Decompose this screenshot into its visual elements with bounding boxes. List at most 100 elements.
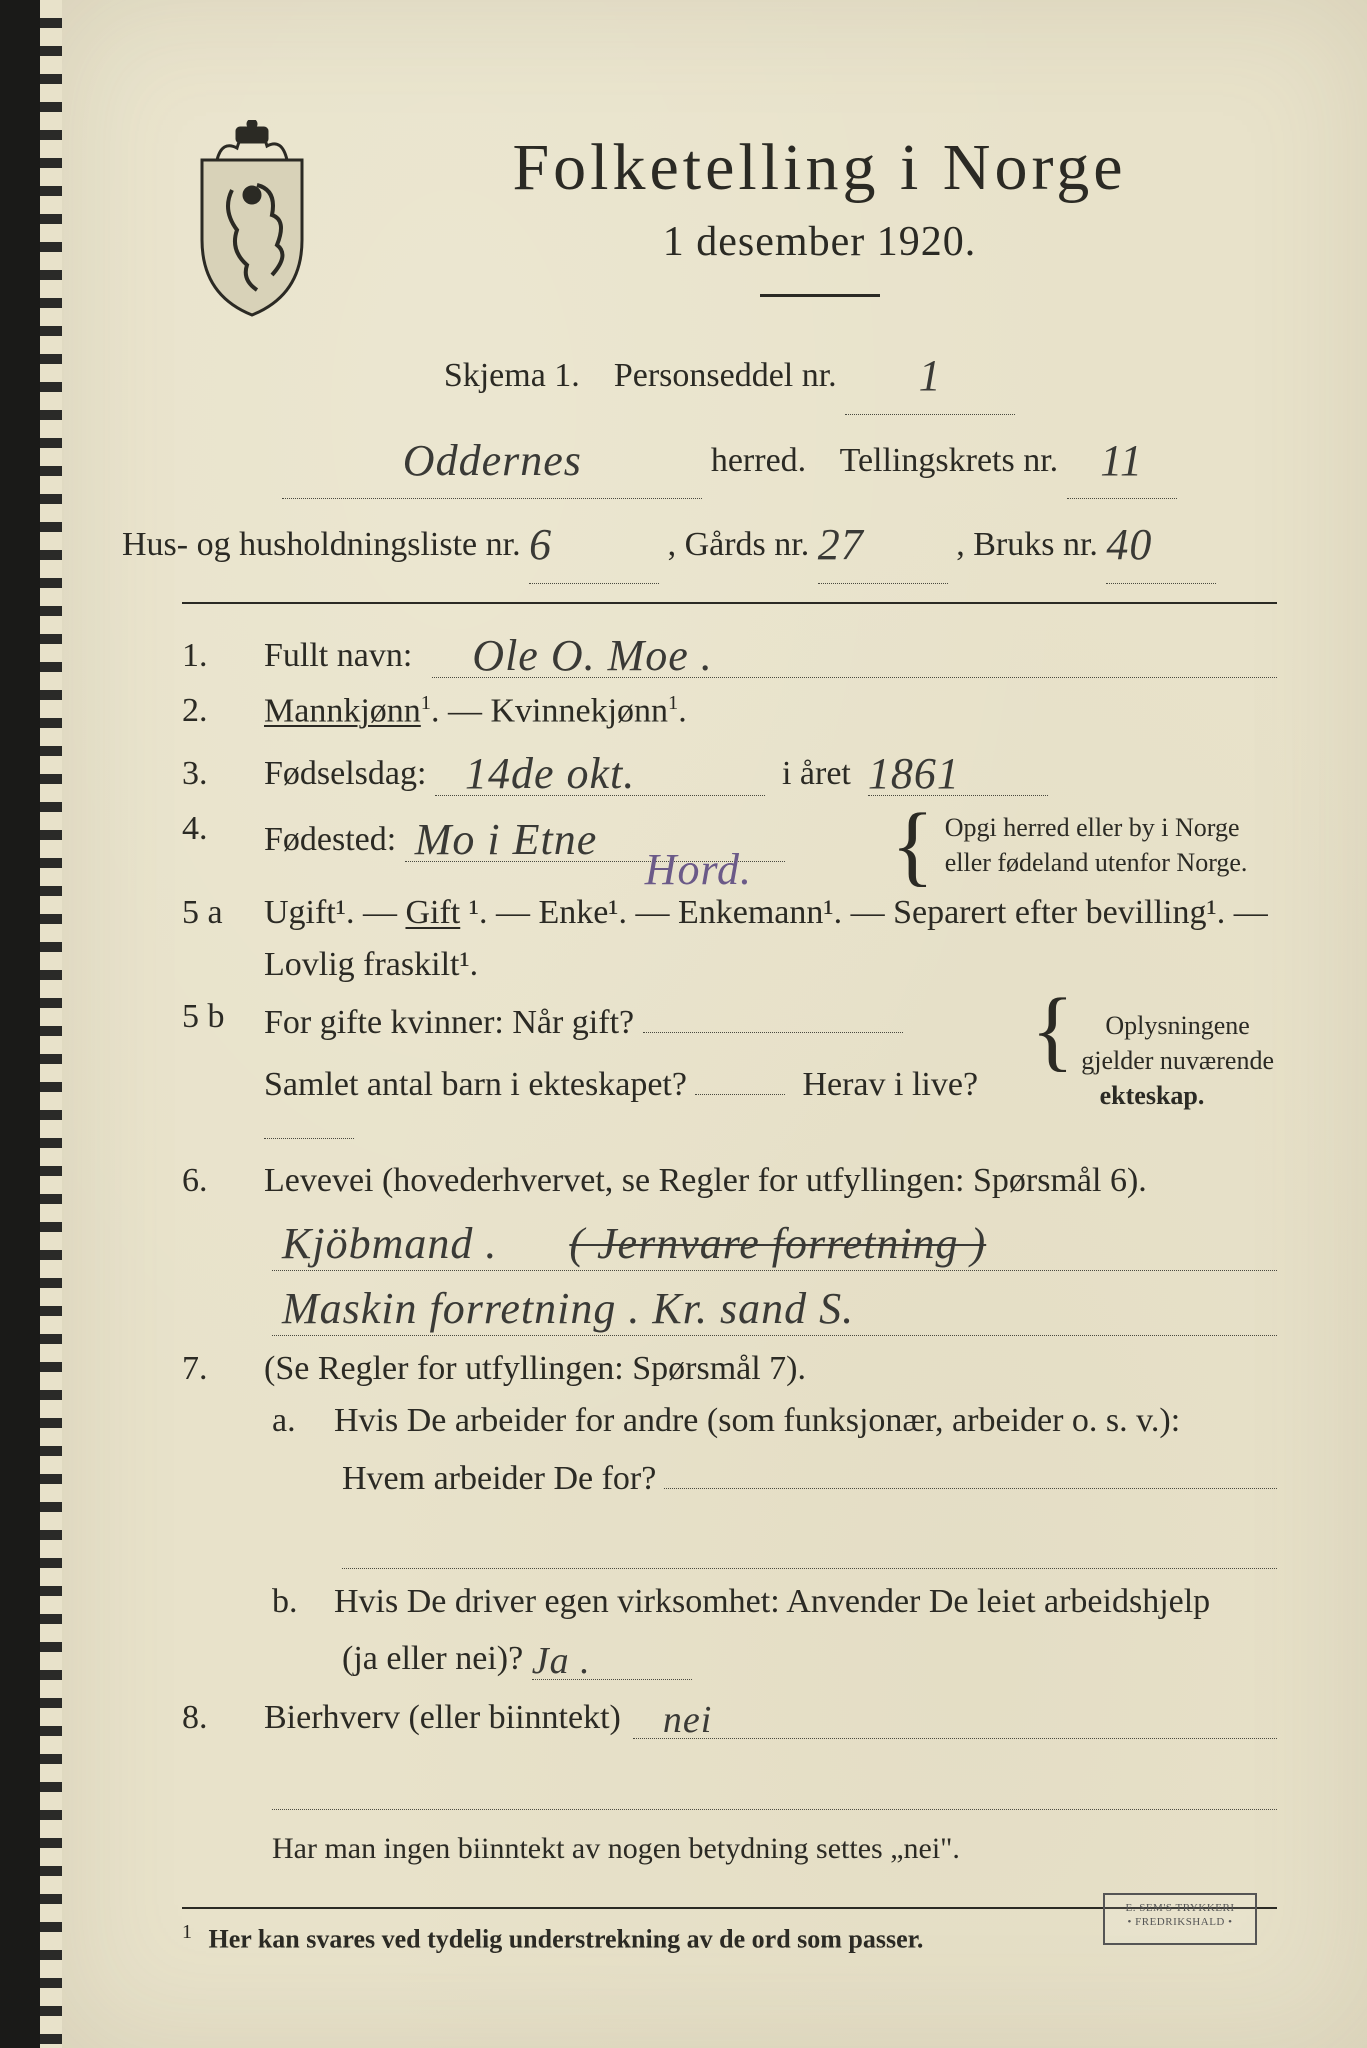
q3-day-blank: 14de okt. [435,744,765,796]
q2-sup2: 1 [668,692,678,714]
q8-row: 8. Bierhverv (eller biinntekt) nei [182,1694,1277,1739]
q6-hand-l1b: ( Jernvare forretning ) [569,1219,986,1268]
brace-icon-2: { [1031,1008,1074,1053]
q6-num: 6. [182,1162,252,1200]
herred-value: Oddernes [403,436,582,485]
q4-num: 4. [182,810,252,848]
q8-blank-line [272,1753,1277,1810]
q7a-l2-wrap: Hvem arbeider De for? [342,1454,1277,1498]
q3-mid: i året [782,755,851,792]
bruks-nr-value: 40 [1106,520,1152,569]
brace-icon: { [891,823,934,868]
q5a-content: Ugift¹. — Gift ¹. — Enke¹. — Enkemann¹. … [264,894,1277,932]
q5b-note-l2: gjelder nuværende [1081,1046,1274,1075]
q7b-blank: Ja . [532,1635,692,1680]
q7-row: 7. (Se Regler for utfyllingen: Spørsmål … [182,1350,1277,1388]
gards-nr-blank: 27 [818,499,948,584]
q8-blank: nei [633,1694,1277,1739]
q7a-row2: Hvem arbeider De for? [182,1454,1277,1498]
q4-value: Mo i Etne [415,815,598,864]
husliste-label: Hus- og husholdningsliste nr. [122,526,521,563]
herred-blank: Oddernes [282,415,702,500]
herred-line: Oddernes herred. Tellingskrets nr. 11 [182,415,1277,500]
q2-dash: — [448,692,491,729]
husliste-nr-blank: 6 [529,499,659,584]
q7-num: 7. [182,1350,252,1388]
q5a-line2: Lovlig fraskilt¹. [264,946,1277,984]
q4-blank: Mo i Etne Hord. [405,810,785,862]
q2-row: 2. Mannkjønn1. — Kvinnekjønn1. [182,692,1277,730]
q7a-blank [664,1454,1277,1489]
q6-hand-line1: Kjöbmand . ( Jernvare forretning ) [272,1214,1277,1271]
q6-hand-l1: Kjöbmand . ( Jernvare forretning ) [282,1218,986,1276]
document-subtitle: 1 desember 1920. [362,218,1277,266]
q7a-row: a. Hvis De arbeider for andre (som funks… [182,1402,1277,1440]
q7b-l2-wrap: (ja eller nei)? Ja . [342,1635,1277,1680]
q6-hand-l1a: Kjöbmand . [282,1219,497,1268]
herred-label: herred. [711,442,806,479]
q2-sup1: 1 [421,692,431,714]
skjema-line: Skjema 1. Personseddel nr. 1 [182,330,1277,415]
tellingskrets-blank: 11 [1067,415,1177,500]
q7a-l1: Hvis De arbeider for andre (som funksjon… [334,1402,1277,1440]
q2-period2: . [678,692,687,729]
scan-edge-strip [0,0,40,2048]
q5b-l1-blank [643,998,903,1033]
q5b-l2-blank2 [264,1104,354,1139]
q7b-row2: (ja eller nei)? Ja . [182,1635,1277,1680]
q7b-l1: Hvis De driver egen virksomhet: Anvender… [334,1583,1277,1621]
title-rule [760,294,880,297]
footnote-text: Her kan svares ved tydelig understreknin… [209,1925,924,1954]
q4-overlay-value: Hord. [645,844,752,895]
q3-content: Fødselsdag: 14de okt. i året 1861 [264,744,1277,796]
q3-day-value: 14de okt. [465,749,635,798]
q8-label: Bierhverv (eller biinntekt) [264,1699,621,1737]
q7b-row: b. Hvis De driver egen virksomhet: Anven… [182,1583,1277,1621]
q2-mannkjonn: Mannkjønn [264,692,421,729]
q3-num: 3. [182,755,252,793]
q3-label: Fødselsdag: [264,755,426,792]
q7b-l2: (ja eller nei)? [342,1640,523,1677]
husliste-line: Hus- og husholdningsliste nr. 6 , Gårds … [122,499,1277,584]
q8-value: nei [663,1699,712,1741]
q5b-l2a: Samlet antal barn i ekteskapet? [264,1066,687,1103]
q7b-value: Ja . [532,1640,591,1682]
q4-note-l2: eller fødeland utenfor Norge. [945,848,1248,877]
q5b-note-l3: ekteskap. [1100,1081,1205,1110]
perforation-strip [40,0,62,2048]
page-content: Folketelling i Norge 1 desember 1920. Sk… [62,0,1367,2015]
q3-year-value: 1861 [868,749,960,798]
document-title: Folketelling i Norge [362,130,1277,206]
header-block: Folketelling i Norge 1 desember 1920. [182,120,1277,320]
q5a-rest: ¹. — Enke¹. — Enkemann¹. — Separert efte… [469,894,1268,931]
q1-value: Ole O. Moe . [472,631,713,680]
q4-row: 4. Fødested: Mo i Etne Hord. { Opgi herr… [182,810,1277,880]
bottom-note: Har man ingen biinntekt av nogen betydni… [182,1820,1277,1877]
q5b-note: { Oplysningene gjelder nuværende ekteska… [1027,998,1277,1113]
q1-content: Fullt navn: Ole O. Moe . [264,626,1277,678]
q5b-row: 5 b For gifte kvinner: Når gift? Samlet … [182,998,1277,1148]
q2-kvinnekjonn: Kvinnekjønn [490,692,668,729]
crest-svg [182,120,322,320]
tellingskrets-label: Tellingskrets nr. [840,442,1059,479]
q5b-content: For gifte kvinner: Når gift? Samlet anta… [264,998,1277,1148]
q5b-num: 5 b [182,998,252,1036]
q8-num: 8. [182,1699,252,1737]
q3-year-blank: 1861 [868,744,1048,796]
q7a-l2: Hvem arbeider De for? [342,1460,656,1498]
q5b-note-l1: Oplysningene [1105,1011,1249,1040]
q5a-num: 5 a [182,894,252,932]
q1-label: Fullt navn: [264,637,412,675]
stamp-l1: E. SEM'S TRYKKERI [1126,1902,1235,1914]
q4-note-l1: Opgi herred eller by i Norge [945,813,1240,842]
q2-period1: . [431,692,440,729]
paper-background: Folketelling i Norge 1 desember 1920. Sk… [62,0,1367,2048]
q7a-num: a. [272,1402,322,1440]
personseddel-label: Personseddel nr. [614,357,837,394]
q7b-num: b. [272,1583,322,1621]
coat-of-arms-icon [182,120,322,320]
q4-content: Fødested: Mo i Etne Hord. { Opgi herred … [264,810,1277,880]
q6-label: Levevei (hovederhvervet, se Regler for u… [264,1162,1277,1200]
q5b-l2b: Herav i live? [802,1066,978,1103]
q7-label: (Se Regler for utfyllingen: Spørsmål 7). [264,1350,1277,1388]
